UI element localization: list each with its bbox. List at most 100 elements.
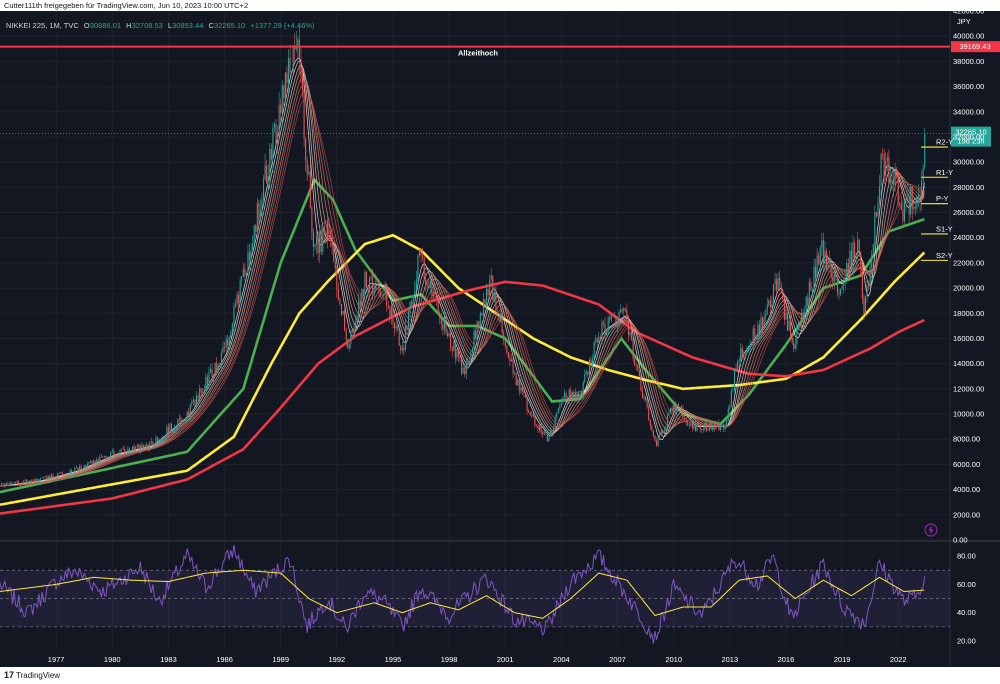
candle-body: [309, 171, 311, 208]
candle-body: [871, 255, 873, 268]
candle-body: [340, 303, 343, 315]
candle-body: [139, 444, 141, 452]
candle-body: [613, 315, 615, 318]
candle-body: [453, 341, 455, 351]
rsi-tick-label: 20.00: [957, 636, 976, 645]
candle-body: [849, 250, 851, 274]
candle-body: [548, 435, 550, 442]
candle-body: [680, 406, 683, 409]
candle-body: [266, 165, 268, 184]
candle-body: [44, 476, 46, 478]
candle-body: [451, 348, 453, 351]
rsi-axis[interactable]: 20.00 40.00 60.00 80.00: [957, 552, 976, 646]
candle-body: [186, 411, 188, 419]
high-label: H: [126, 21, 131, 30]
candle-body: [772, 284, 775, 304]
candle-body: [573, 392, 575, 399]
candle-body: [227, 339, 229, 346]
candle-body: [779, 277, 781, 285]
candle-body: [244, 268, 246, 276]
candle-body: [220, 352, 222, 366]
yellow-moving-average-line: [0, 233, 926, 506]
candle-body: [1, 484, 3, 486]
candle-body: [8, 483, 10, 487]
candle-body: [107, 458, 109, 460]
candle-body: [602, 322, 605, 324]
price-axis[interactable]: 0.00 2000.00 4000.00 6000.00 8000.00 10000.00…: [953, 11, 984, 545]
last-price-tag: [951, 126, 991, 147]
candle-body: [97, 459, 99, 464]
candle-body: [493, 292, 495, 300]
candle-body: [534, 417, 536, 426]
candle-body: [903, 202, 906, 222]
candle-body: [574, 392, 576, 399]
candle-body: [531, 414, 533, 416]
candle-body: [701, 429, 703, 430]
candle-body: [811, 289, 813, 291]
time-tick-label: 1995: [385, 655, 402, 664]
price-tick-label: 24000.00: [953, 233, 984, 242]
candle-body: [5, 483, 7, 487]
all-time-high-annotation: Allzeithoch: [458, 49, 498, 58]
candle-body: [836, 276, 838, 293]
candle-body: [649, 419, 651, 426]
candle-body: [524, 393, 527, 398]
candle-body: [80, 466, 82, 471]
candle-body: [763, 316, 765, 328]
candle-body: [35, 479, 37, 484]
candle-body: [886, 156, 888, 161]
candle-body: [576, 392, 578, 401]
candle-body: [874, 212, 876, 244]
candle-body: [707, 429, 709, 431]
candle-body: [896, 169, 898, 174]
candle-body: [539, 425, 541, 430]
candle-body: [535, 425, 537, 427]
replay-lightning-icon[interactable]: [924, 523, 938, 537]
candle-body: [481, 313, 483, 316]
candle-body: [581, 390, 583, 396]
candle-body: [470, 352, 472, 362]
price-tick-label: 42000.00: [953, 11, 984, 16]
candle-body: [206, 376, 208, 385]
candle-body: [183, 419, 185, 421]
candle-body: [61, 472, 63, 476]
candle-body: [637, 365, 639, 371]
candle-body: [88, 462, 90, 464]
candle-body: [415, 279, 417, 290]
green-moving-average-line: [0, 177, 925, 494]
candle-body: [922, 167, 924, 182]
candle-body: [846, 262, 848, 278]
candle-body: [69, 470, 71, 475]
candle-body: [448, 333, 450, 336]
candle-body: [94, 461, 96, 464]
candle-body: [479, 313, 481, 327]
candle-body: [758, 324, 760, 334]
candle-body: [412, 298, 414, 305]
candle-body: [93, 461, 95, 465]
candle-body: [358, 301, 360, 316]
candle-body: [718, 423, 720, 431]
candle-body: [825, 250, 828, 270]
candle-body: [22, 481, 24, 484]
candle-body: [170, 424, 173, 430]
price-tick-label: 40000.00: [953, 32, 984, 41]
candle-body: [905, 196, 907, 203]
candle-body: [805, 297, 807, 312]
candle-body: [316, 236, 318, 245]
candle-body: [900, 204, 902, 210]
candle-body: [370, 276, 372, 278]
candle-body: [838, 292, 840, 295]
candle-body: [142, 445, 145, 450]
candle-body: [423, 256, 425, 279]
candle-body: [621, 309, 623, 312]
tradingview-brand[interactable]: TradingView: [16, 671, 61, 680]
candle-body: [132, 446, 134, 452]
candle-body: [698, 422, 700, 424]
time-axis[interactable]: 1977 1980 1983 1986 1989 1992 1995 1998 2001 2004…: [48, 655, 907, 664]
candle-body: [609, 317, 611, 320]
candle-body: [864, 296, 867, 314]
candle-body: [646, 400, 648, 408]
candle-body: [615, 317, 617, 326]
candle-body: [688, 424, 690, 426]
